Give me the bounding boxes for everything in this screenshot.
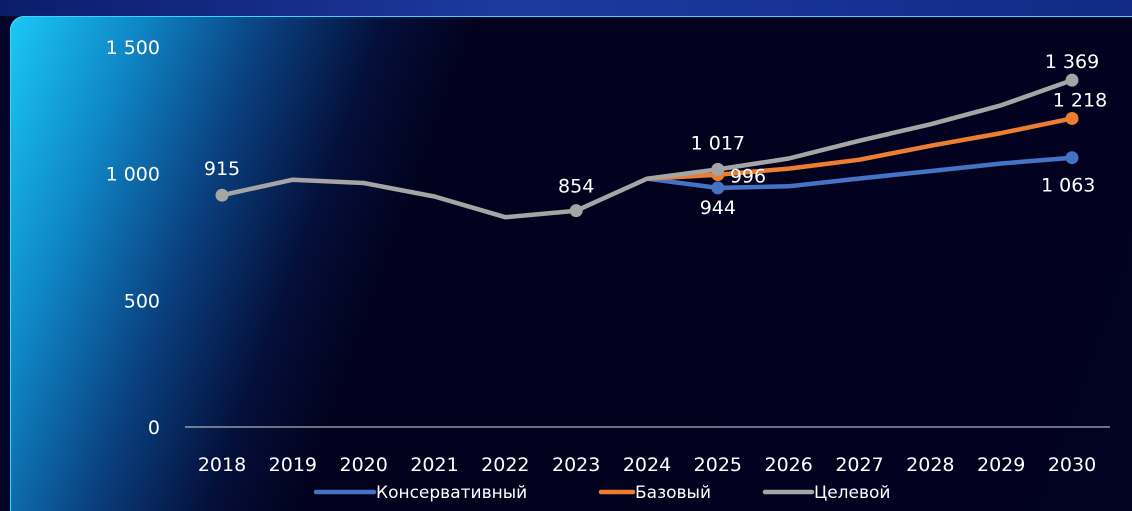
x-tick-label: 2027 xyxy=(835,454,883,476)
x-tick-label: 2020 xyxy=(339,454,387,476)
x-tick-label: 2028 xyxy=(906,454,954,476)
series-lines xyxy=(219,77,1075,220)
top-strip xyxy=(0,0,1132,16)
x-axis-ticks: 2018 2019 2020 2021 2022 2023 2024 2025 2026 2027… xyxy=(198,454,1096,476)
x-tick-label: 2018 xyxy=(198,454,246,476)
y-tick-label: 500 xyxy=(124,290,160,312)
data-point-marker xyxy=(711,181,725,195)
data-label: 1 218 xyxy=(1053,89,1107,111)
series-markers xyxy=(215,73,1079,218)
x-tick-label: 2019 xyxy=(269,454,317,476)
data-point-marker xyxy=(1065,111,1079,125)
data-label: 915 xyxy=(204,158,240,180)
x-tick-label: 2024 xyxy=(623,454,671,476)
data-label: 944 xyxy=(700,197,736,219)
x-tick-label: 2021 xyxy=(410,454,458,476)
legend-label: Целевой xyxy=(814,483,890,503)
x-tick-label: 2025 xyxy=(694,454,742,476)
series-line xyxy=(219,77,1075,220)
x-tick-label: 2023 xyxy=(552,454,600,476)
legend-label: Консервативный xyxy=(376,483,527,503)
data-point-marker xyxy=(215,188,229,202)
legend: Консервативный Базовый Целевой xyxy=(313,483,890,503)
series-line xyxy=(644,155,1075,191)
legend-label: Базовый xyxy=(635,483,711,503)
y-axis-ticks: 0 500 1 000 1 500 xyxy=(106,37,160,439)
x-tick-label: 2029 xyxy=(977,454,1025,476)
data-label: 996 xyxy=(730,166,766,188)
data-label: 1 369 xyxy=(1045,51,1099,73)
x-tick-label: 2026 xyxy=(764,454,812,476)
data-label: 1 063 xyxy=(1041,175,1095,197)
data-labels: 944 1 063 996 1 218 915 854 1 017 1 369 xyxy=(204,51,1107,219)
data-label: 854 xyxy=(558,176,594,198)
data-point-marker xyxy=(569,204,583,218)
chart-panel xyxy=(10,16,1132,511)
x-tick-label: 2022 xyxy=(481,454,529,476)
data-point-marker xyxy=(1065,151,1079,165)
data-point-marker xyxy=(1065,73,1079,87)
data-label: 1 017 xyxy=(691,132,745,154)
y-tick-label: 1 000 xyxy=(106,164,160,186)
y-tick-label: 0 xyxy=(148,417,160,439)
data-point-marker xyxy=(711,162,725,176)
y-tick-label: 1 500 xyxy=(106,37,160,59)
x-tick-label: 2030 xyxy=(1048,454,1096,476)
